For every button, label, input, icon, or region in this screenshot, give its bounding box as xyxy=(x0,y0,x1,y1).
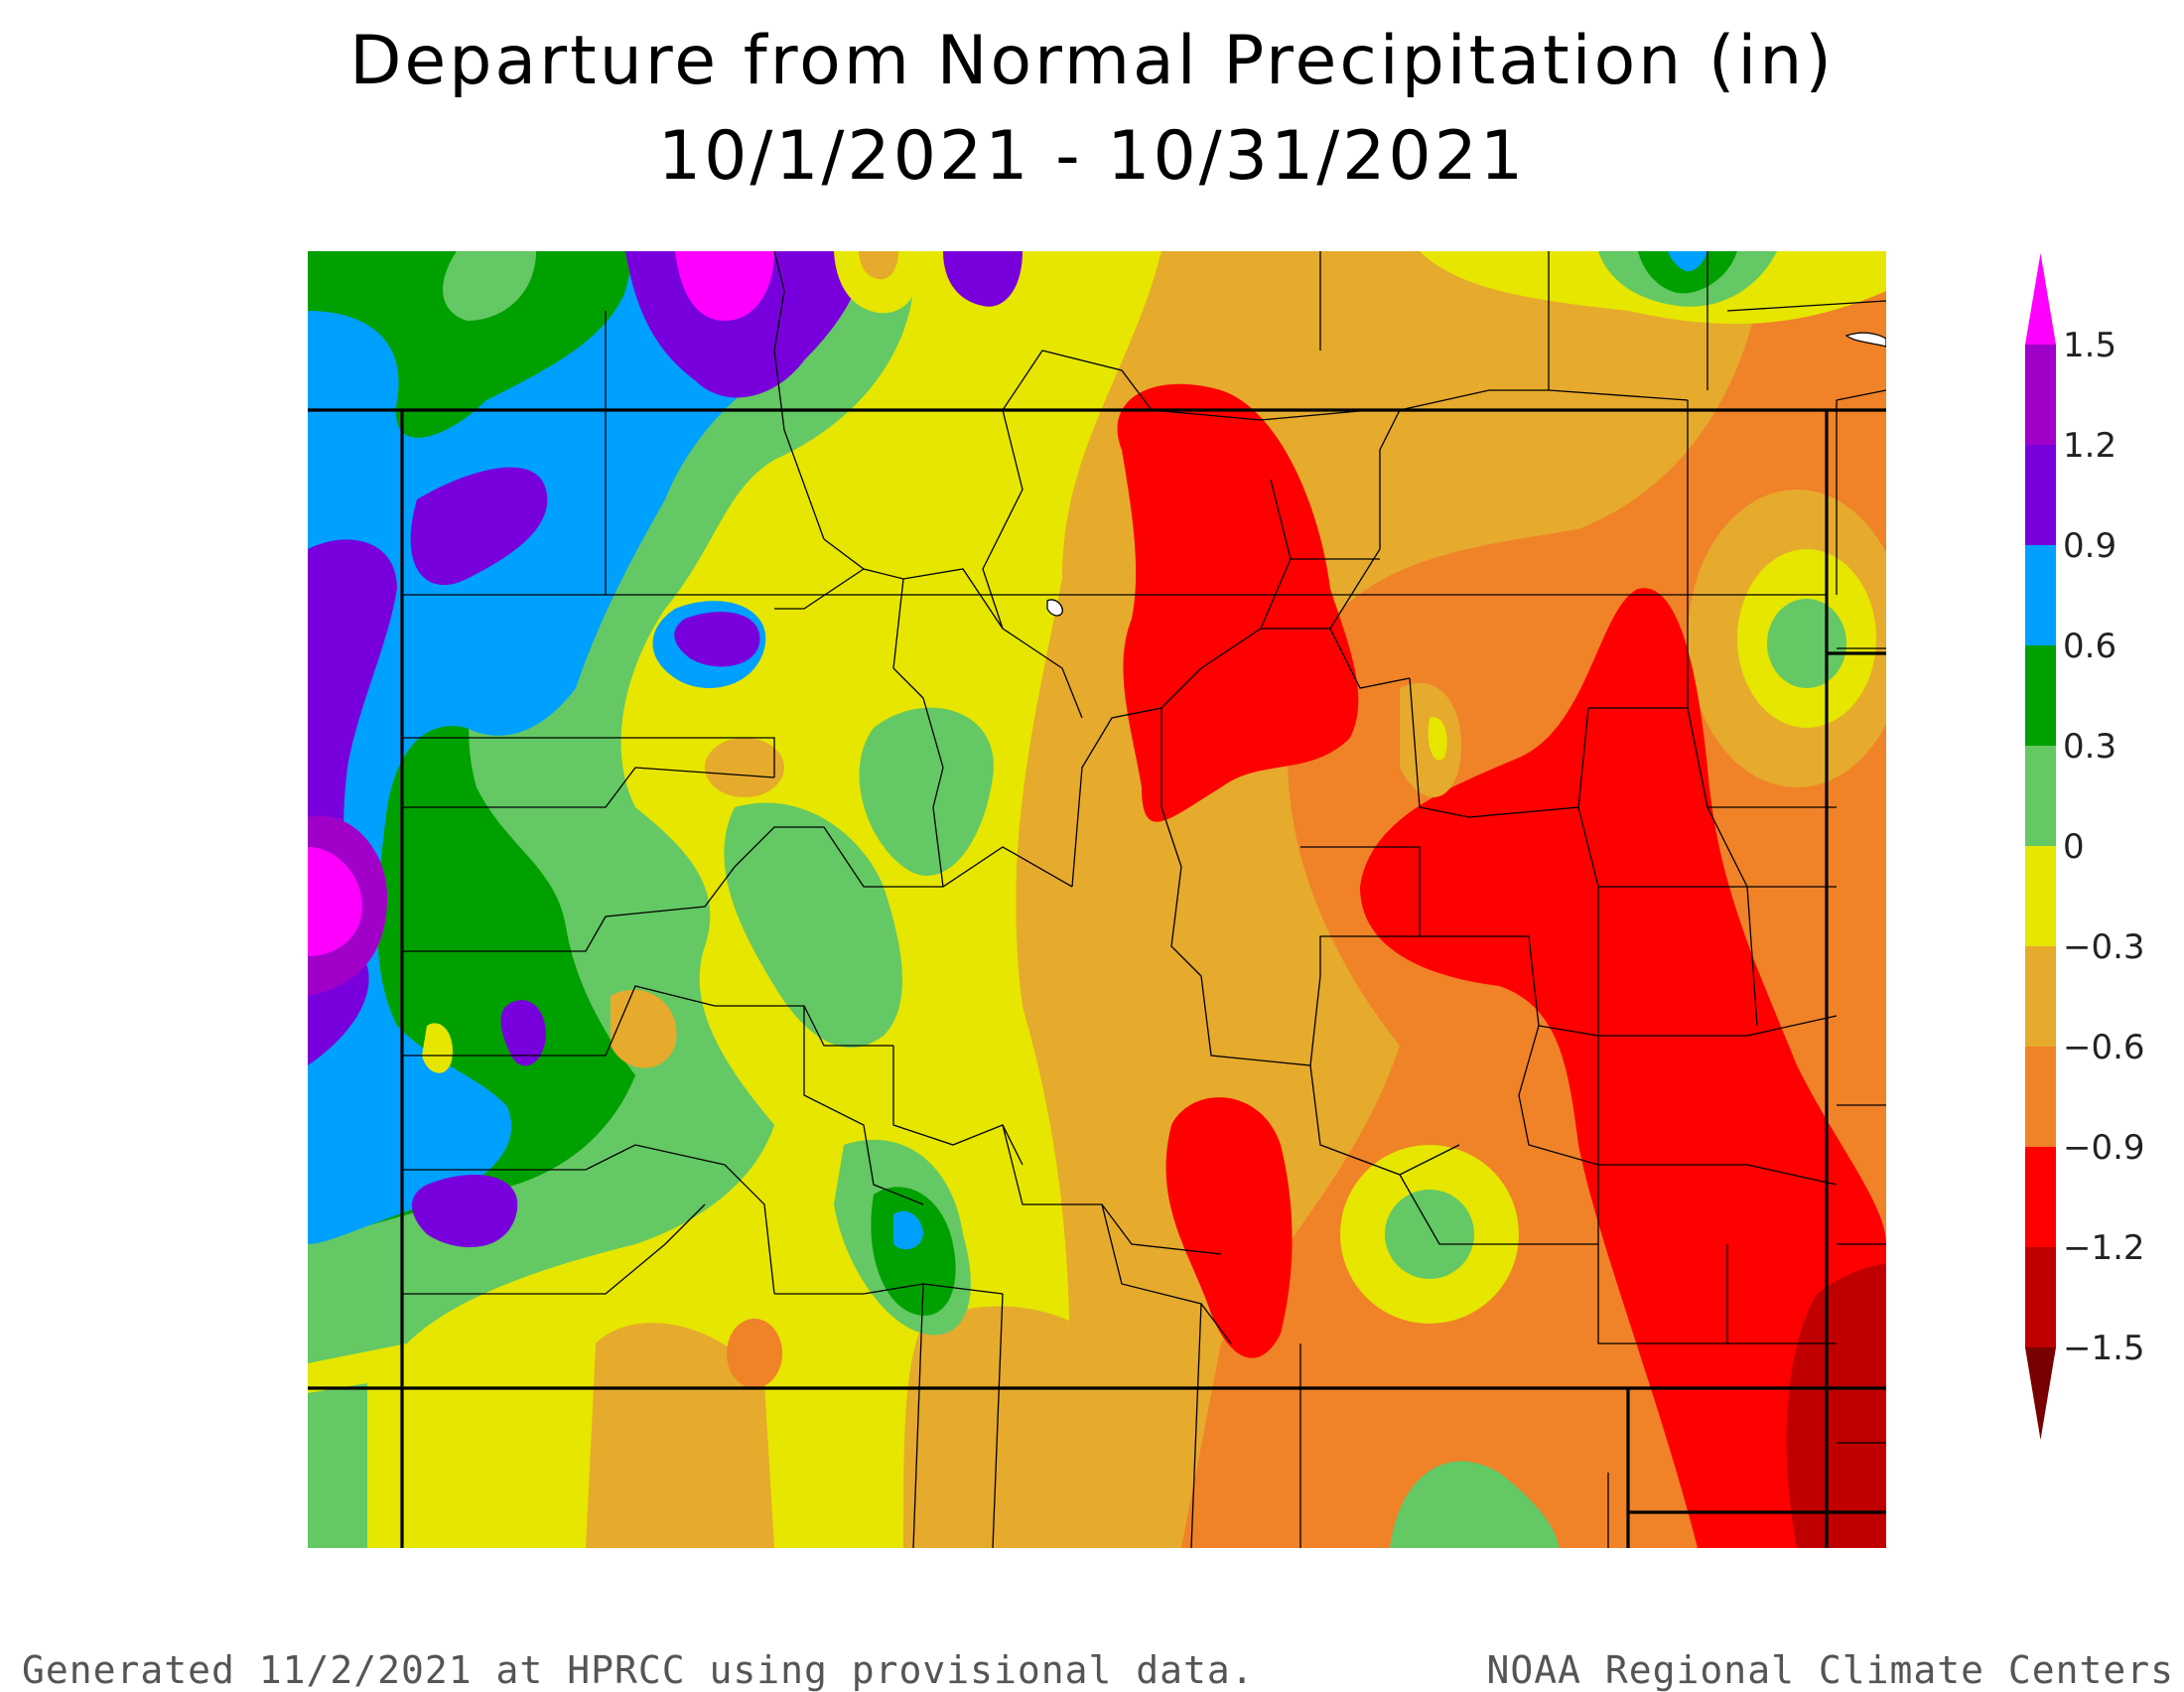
legend-band xyxy=(2025,545,2056,646)
legend-bottom-arrow xyxy=(2025,1347,2056,1440)
lakes xyxy=(1046,332,1886,617)
legend-labels: 1.5 1.2 0.9 0.6 0.3 0 −0.3 −0.6 −0.9 −1.2 −1.5 xyxy=(2063,326,2145,1368)
legend-band xyxy=(2025,946,2056,1048)
legend-label: 0 xyxy=(2063,827,2085,867)
county-boundaries xyxy=(402,251,1886,1548)
legend-band xyxy=(2025,846,2056,947)
legend-label: 1.2 xyxy=(2063,426,2116,466)
precip-contour-fields xyxy=(308,251,1886,1548)
legend-label: −1.2 xyxy=(2063,1228,2145,1268)
generated-note: Generated 11/2/2021 at HPRCC using provi… xyxy=(22,1648,1255,1692)
legend-band xyxy=(2025,1147,2056,1248)
precipitation-departure-map xyxy=(308,251,1886,1548)
legend-band xyxy=(2025,645,2056,747)
legend-top-arrow xyxy=(2025,253,2056,345)
legend-color-bands xyxy=(2025,345,2056,1348)
map-title: Departure from Normal Precipitation (in) xyxy=(349,22,1835,100)
legend-band xyxy=(2025,345,2056,446)
legend-band xyxy=(2025,445,2056,546)
legend-label: 0.9 xyxy=(2063,526,2116,566)
legend-band xyxy=(2025,746,2056,847)
legend-label: −0.3 xyxy=(2063,927,2145,967)
legend-band xyxy=(2025,1047,2056,1148)
legend-label: 1.5 xyxy=(2063,326,2116,365)
color-scale-legend: 1.5 1.2 0.9 0.6 0.3 0 −0.3 −0.6 −0.9 −1.2 −1.5 xyxy=(2025,253,2145,1440)
legend-label: −1.5 xyxy=(2063,1329,2145,1368)
state-boundaries xyxy=(308,408,1886,1548)
legend-label: 0.3 xyxy=(2063,727,2116,767)
legend-label: 0.6 xyxy=(2063,627,2116,666)
legend-band xyxy=(2025,1247,2056,1348)
map-date-range: 10/1/2021 - 10/31/2021 xyxy=(657,117,1527,196)
legend-label: −0.9 xyxy=(2063,1128,2145,1168)
legend-label: −0.6 xyxy=(2063,1028,2145,1067)
source-credit: NOAA Regional Climate Centers xyxy=(1486,1648,2174,1692)
